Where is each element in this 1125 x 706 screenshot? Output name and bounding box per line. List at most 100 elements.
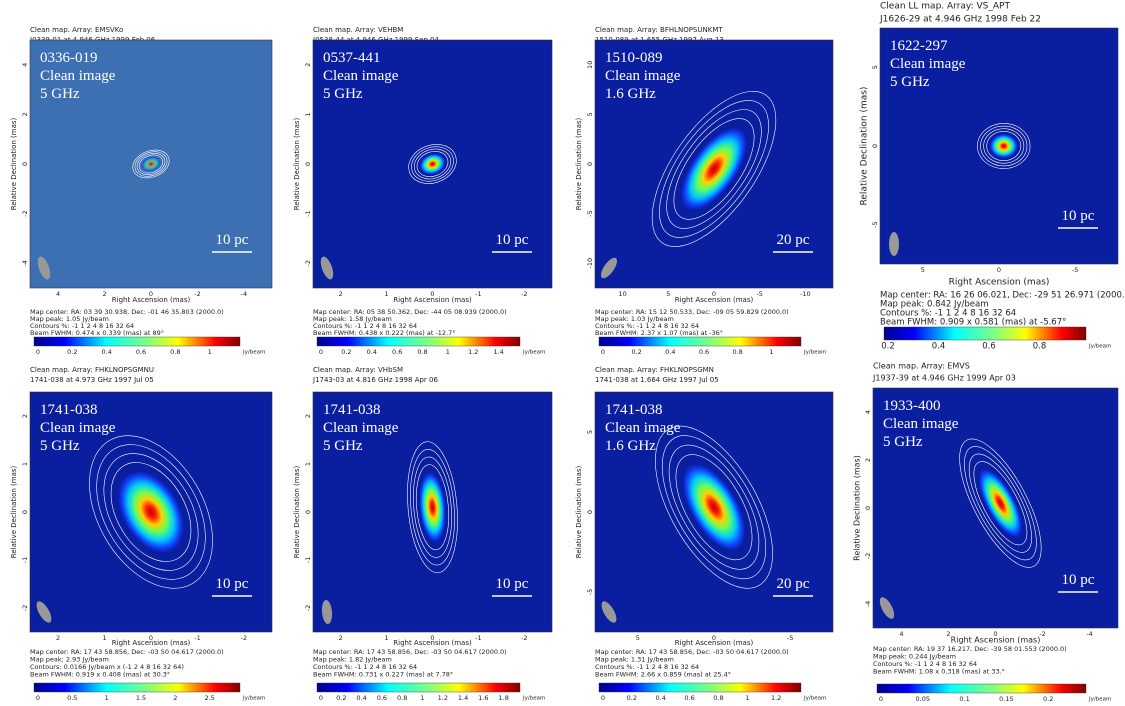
colorbar-tick: 1 [769, 348, 773, 356]
map-label: Clean image [323, 68, 399, 84]
x-tick-label: 2 [339, 634, 343, 642]
colorbar-tick: 0 [601, 694, 605, 702]
panel-header: Clean map. Array: EMVS [873, 362, 970, 371]
x-tick-label: -5 [787, 634, 793, 642]
x-tick-label: 2 [339, 290, 343, 298]
map-label: Clean image [883, 416, 959, 432]
y-tick-label: -1 [304, 557, 312, 563]
map-footer: Beam FWHM: 0.731 x 0.227 (mas) at 7.78° [313, 671, 453, 679]
map-label: 1510-089 [605, 50, 663, 66]
y-tick-label: 2 [304, 63, 312, 67]
map-label: Clean image [40, 68, 116, 84]
y-tick-label: 1 [304, 462, 312, 466]
x-axis-label: Right Ascension (mas) [112, 639, 191, 647]
y-tick-label: -5 [586, 589, 594, 595]
y-tick-label: -2 [864, 553, 872, 559]
colorbar-unit: Jy/beam [242, 696, 265, 702]
map-label: Clean image [605, 68, 681, 84]
colorbar-tick: 0 [319, 694, 323, 702]
x-tick-label: -10 [800, 290, 811, 298]
panel-header: Clean map. Array: VEHBM [313, 26, 403, 34]
colorbar-tick: 0.8 [732, 348, 742, 356]
colorbar-tick: 1 [420, 694, 424, 702]
y-tick-label: 0 [586, 162, 594, 166]
colorbar-tick: 0 [879, 695, 883, 703]
colorbar-unit: Jy/beam [803, 696, 826, 702]
panel: Clean map. Array: EMSVKoJ0339-01 at 4.94… [10, 26, 272, 356]
map-label: 5 GHz [40, 86, 80, 102]
x-tick-label: -2 [241, 634, 247, 642]
colorbar-tick: 0.05 [916, 695, 930, 703]
y-tick-label: -5 [871, 221, 879, 227]
y-axis-label: Relative Declination (mas) [860, 87, 870, 206]
y-axis-label: Relative Declination (mas) [293, 465, 301, 558]
y-axis-label: Relative Declination (mas) [10, 465, 18, 558]
x-axis-label: Right Ascension (mas) [112, 296, 191, 304]
y-tick-label: 5 [586, 430, 594, 434]
panel-header: 1741-038 at 4.973 GHz 1997 Jul 05 [30, 376, 154, 384]
source [990, 134, 1018, 158]
map-label: 1.6 GHz [605, 438, 656, 454]
x-tick-label: 4 [56, 290, 60, 298]
colorbar-tick: 2.5 [204, 694, 214, 702]
colorbar-tick: 1.4 [493, 348, 503, 356]
colorbar-tick: 1.2 [438, 694, 448, 702]
panel: Clean LL map. Array: VS_APT J1626-29 at 4… [860, 2, 1125, 352]
x-tick-label: -1 [194, 634, 200, 642]
x-tick-label: 10 [618, 290, 626, 298]
colorbar-unit: Jy/beam [1088, 344, 1111, 350]
map-footer: Beam FWHM: 0.909 x 0.581 (mas) at -5.67° [880, 318, 1066, 328]
y-tick-label: 0 [586, 510, 594, 514]
y-tick-label: 4 [21, 63, 29, 67]
colorbar-unit: Jy/beam [803, 350, 826, 356]
x-tick-label: 5 [666, 290, 670, 298]
colorbar-tick: 0.8 [170, 348, 180, 356]
colorbar-tick: 0.4 [101, 348, 111, 356]
y-tick-label: 5 [586, 112, 594, 116]
map-label: 0336-019 [40, 50, 98, 66]
x-tick-label: -2 [521, 290, 527, 298]
x-tick-label: 2 [56, 634, 60, 642]
colorbar-tick: 0 [601, 348, 605, 356]
y-tick-label: -2 [304, 260, 312, 266]
colorbar [884, 327, 1086, 340]
x-tick-label: 1 [102, 634, 106, 642]
colorbar-tick: 0 [319, 348, 323, 356]
y-tick-label: 0 [21, 510, 29, 514]
colorbar-tick: 0.8 [1033, 342, 1047, 352]
colorbar-tick: 0.4 [665, 348, 675, 356]
panel-header: Clean LL map. Array: VS_APT [880, 2, 1010, 12]
y-tick-label: -5 [586, 210, 594, 216]
colorbar-unit: Jy/beam [522, 696, 545, 702]
colorbar-tick: 1.4 [458, 694, 468, 702]
colorbar [34, 683, 240, 692]
y-tick-label: 0 [864, 506, 872, 510]
map-footer: Beam FWHM: 0.438 x 0.222 (mas) at -12.7° [313, 329, 456, 337]
colorbar-tick: 0 [36, 694, 40, 702]
x-axis-label: Right Ascension (mas) [675, 639, 754, 647]
map-label: 1.6 GHz [605, 86, 656, 102]
colorbar-tick: 1 [745, 694, 749, 702]
y-tick-label: 5 [871, 65, 879, 69]
map-label: 5 GHz [323, 86, 363, 102]
panel-header: J1937-39 at 4.946 GHz 1999 Apr 03 [872, 374, 1016, 383]
x-tick-label: -2 [521, 634, 527, 642]
map-label: 1741-038 [605, 402, 663, 418]
colorbar [877, 684, 1086, 693]
scale-label: 10 pc [216, 232, 249, 248]
scale-label: 10 pc [1062, 208, 1095, 224]
map-footer: Beam FWHM: 1.08 x 0.318 (mas) at 33.° [873, 668, 1005, 676]
panel-header: J1626-29 at 4.946 GHz 1998 Feb 22 [879, 15, 1041, 25]
colorbar-tick: 0.8 [397, 694, 407, 702]
y-tick-label: 2 [304, 414, 312, 418]
colorbar-tick: 1 [446, 348, 450, 356]
colorbar-tick: 1.2 [771, 694, 781, 702]
map-footer: Beam FWHM: 2.37 x 1.07 (mas) at -36° [595, 329, 723, 337]
colorbar [599, 683, 801, 692]
y-tick-label: -4 [864, 601, 872, 607]
colorbar-tick: 0.2 [631, 348, 641, 356]
x-tick-label: -1 [475, 634, 481, 642]
scale-label: 10 pc [216, 576, 249, 592]
colorbar-tick: 0.2 [881, 342, 895, 352]
panel-header: 1741-038 at 1.664 GHz 1997 Jul 05 [595, 376, 719, 384]
